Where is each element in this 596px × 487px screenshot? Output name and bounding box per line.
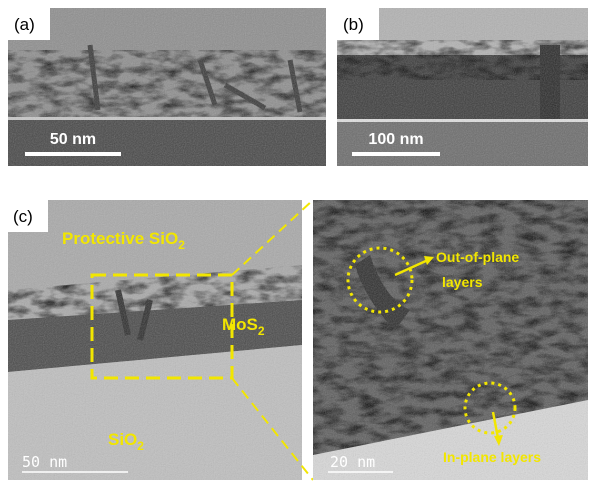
panel-label: (b) bbox=[343, 15, 364, 34]
scale-bar-label: 100 nm bbox=[368, 131, 423, 148]
panel-c: (c) Protective SiO2 MoS2 SiO2 50 nm bbox=[8, 200, 302, 480]
figure: (a) 50 nm (b) 100 nm (c) Protective SiO2… bbox=[0, 0, 596, 487]
scale-bar-label: 20 nm bbox=[330, 453, 375, 471]
panel-a: (a) 50 nm bbox=[8, 8, 326, 166]
panel-zoom: Out-of-plane layers In-plane layers 20 n… bbox=[313, 200, 588, 480]
annotation: In-plane layers bbox=[443, 449, 541, 465]
panel-label: (a) bbox=[14, 15, 35, 34]
panel-label: (c) bbox=[13, 207, 33, 226]
annotation: Out-of-plane bbox=[436, 249, 519, 265]
scale-bar-label: 50 nm bbox=[22, 453, 67, 471]
scale-bar-label: 50 nm bbox=[50, 131, 96, 148]
annotation: layers bbox=[442, 274, 483, 290]
panel-b: (b) 100 nm bbox=[337, 8, 588, 166]
